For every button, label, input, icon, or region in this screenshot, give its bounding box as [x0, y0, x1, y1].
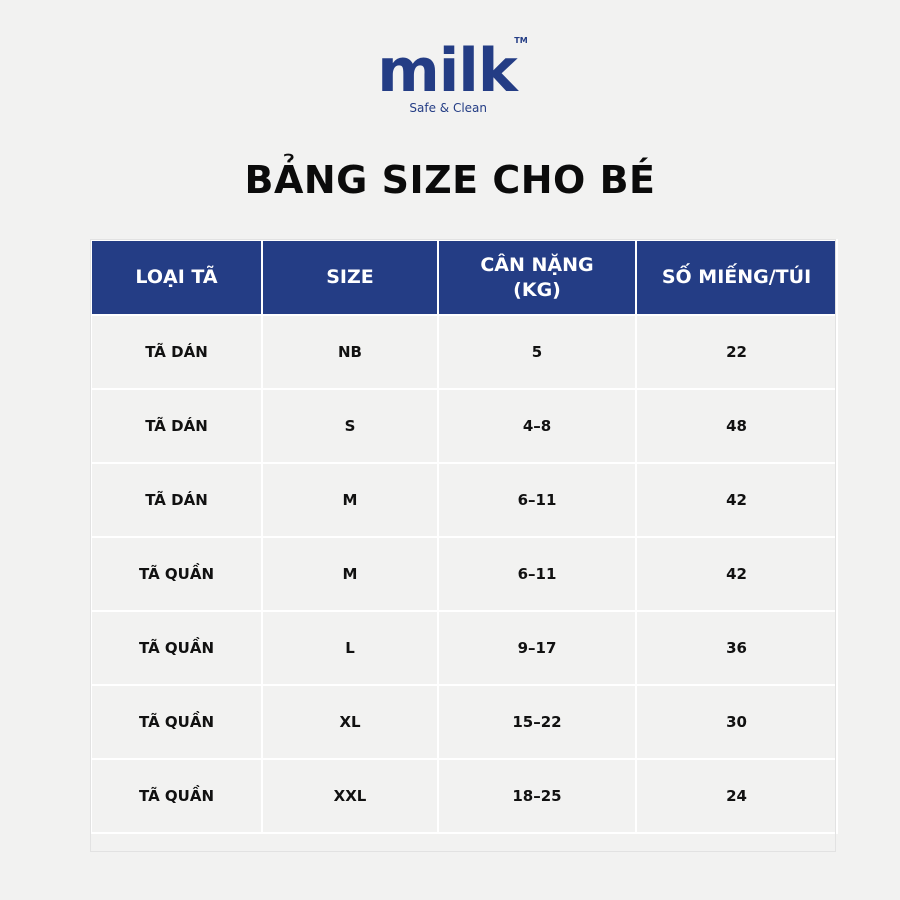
table-row: TÃ QUẦN XL 15–22 30 — [90, 684, 838, 760]
header-weight-label: CÂN NẶNG — [480, 253, 594, 276]
cell-diaper-type: TÃ QUẦN — [90, 758, 263, 834]
header-weight: CÂN NẶNG (KG) — [437, 239, 637, 316]
table-row: TÃ QUẦN XXL 18–25 24 — [90, 758, 838, 834]
cell-size: NB — [261, 314, 439, 390]
header-size: SIZE — [261, 239, 439, 316]
cell-size: M — [261, 462, 439, 538]
cell-pieces: 24 — [635, 758, 838, 834]
header-size-label: SIZE — [326, 266, 374, 288]
cell-pieces: 48 — [635, 388, 838, 464]
table-row: TÃ DÁN NB 5 22 — [90, 314, 838, 390]
table-row: TÃ QUẦN M 6–11 42 — [90, 536, 838, 612]
header-pieces-per-pack-label: SỐ MIẾNG/TÚI — [661, 266, 812, 288]
cell-diaper-type: TÃ DÁN — [90, 462, 263, 538]
cell-pieces: 42 — [635, 462, 838, 538]
cell-size: M — [261, 536, 439, 612]
cell-size: XXL — [261, 758, 439, 834]
cell-diaper-type: TÃ QUẦN — [90, 684, 263, 760]
cell-diaper-type: TÃ QUẦN — [90, 610, 263, 686]
cell-weight: 9–17 — [437, 610, 637, 686]
cell-size: XL — [261, 684, 439, 760]
cell-weight: 4–8 — [437, 388, 637, 464]
milk-logo-icon: milk TM Safe & Clean — [377, 36, 528, 115]
header-diaper-type: LOẠI TÃ — [90, 239, 263, 316]
logo-tagline: Safe & Clean — [409, 101, 487, 115]
cell-pieces: 36 — [635, 610, 838, 686]
cell-pieces: 22 — [635, 314, 838, 390]
header-diaper-type-label: LOẠI TÃ — [135, 266, 218, 288]
cell-pieces: 42 — [635, 536, 838, 612]
size-chart-table: LOẠI TÃ SIZE CÂN NẶNG (KG) SỐ MIẾNG/TÚI … — [90, 239, 838, 834]
logo-wordmark: milk — [377, 36, 520, 106]
table-row: TÃ DÁN M 6–11 42 — [90, 462, 838, 538]
logo-trademark: TM — [514, 36, 527, 45]
cell-diaper-type: TÃ DÁN — [90, 314, 263, 390]
cell-weight: 5 — [437, 314, 637, 390]
table-row: TÃ QUẦN L 9–17 36 — [90, 610, 838, 686]
table-row: TÃ DÁN S 4–8 48 — [90, 388, 838, 464]
cell-weight: 18–25 — [437, 758, 637, 834]
cell-diaper-type: TÃ QUẦN — [90, 536, 263, 612]
table-header-row: LOẠI TÃ SIZE CÂN NẶNG (KG) SỐ MIẾNG/TÚI — [90, 239, 838, 316]
cell-weight: 15–22 — [437, 684, 637, 760]
cell-diaper-type: TÃ DÁN — [90, 388, 263, 464]
brand-logo: milk TM Safe & Clean — [0, 30, 900, 120]
cell-pieces: 30 — [635, 684, 838, 760]
cell-size: S — [261, 388, 439, 464]
cell-size: L — [261, 610, 439, 686]
header-weight-unit: (KG) — [513, 278, 561, 301]
cell-weight: 6–11 — [437, 536, 637, 612]
page-title: BẢNG SIZE CHO BÉ — [244, 158, 656, 202]
cell-weight: 6–11 — [437, 462, 637, 538]
header-pieces-per-pack: SỐ MIẾNG/TÚI — [635, 239, 838, 316]
